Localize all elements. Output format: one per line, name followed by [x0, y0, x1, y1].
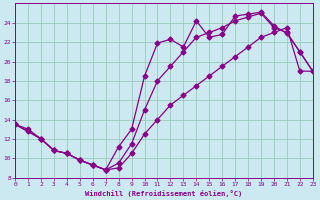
X-axis label: Windchill (Refroidissement éolien,°C): Windchill (Refroidissement éolien,°C) — [85, 190, 243, 197]
